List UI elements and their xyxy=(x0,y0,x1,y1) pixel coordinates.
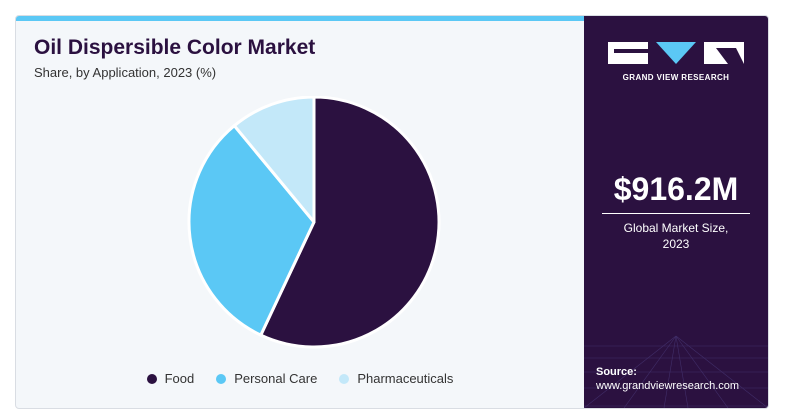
decorative-grid xyxy=(584,335,768,408)
legend-item: Pharmaceuticals xyxy=(339,371,453,386)
pie-slice-personal-care xyxy=(187,124,316,337)
pie-chart xyxy=(187,96,441,349)
legend-item: Personal Care xyxy=(216,371,317,386)
divider xyxy=(602,213,750,214)
brand-name: GRAND VIEW RESEARCH xyxy=(622,73,730,82)
legend-swatch xyxy=(216,373,227,384)
summary-panel: GRAND VIEW RESEARCH $916.2M Global Marke… xyxy=(584,16,768,408)
chart-legend: Food Personal Care Pharmaceuticals xyxy=(16,371,584,386)
chart-panel: Oil Dispersible Color Market Share, by A… xyxy=(16,16,584,408)
caption-line-1: Global Market Size, xyxy=(623,221,729,235)
source-label: Source: xyxy=(596,366,637,378)
caption-line-2: 2023 xyxy=(662,237,690,251)
legend-label: Personal Care xyxy=(234,371,318,386)
market-size-caption: Global Market Size, 2023 xyxy=(584,220,768,252)
pie-slice-pharmaceuticals xyxy=(232,96,316,224)
market-size-value: $916.2M xyxy=(613,171,739,207)
pie-slice-food xyxy=(259,96,441,349)
chart-title: Oil Dispersible Color Market xyxy=(34,36,316,59)
legend-label: Food xyxy=(164,371,195,386)
legend-swatch xyxy=(146,373,157,384)
accent-line xyxy=(16,16,584,21)
legend-swatch xyxy=(339,373,350,384)
chart-subtitle: Share, by Application, 2023 (%) xyxy=(34,65,217,80)
legend-item: Food xyxy=(146,371,195,386)
chart-card: Oil Dispersible Color Market Share, by A… xyxy=(15,15,769,409)
brand-logo xyxy=(608,42,744,64)
legend-label: Pharmaceuticals xyxy=(357,371,454,386)
source-link[interactable]: www.grandviewresearch.com xyxy=(596,380,740,392)
